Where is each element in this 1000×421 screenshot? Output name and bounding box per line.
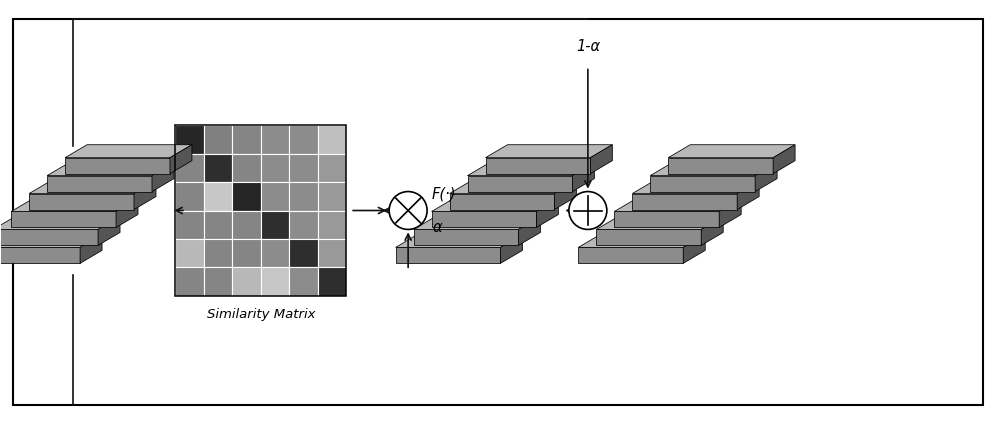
Polygon shape [0, 216, 120, 229]
Polygon shape [414, 229, 518, 245]
Bar [204, 210, 232, 239]
Polygon shape [11, 199, 138, 211]
Polygon shape [116, 199, 138, 227]
Bar [204, 125, 232, 154]
Bar [289, 182, 318, 210]
Bar [232, 154, 261, 182]
Bar [175, 210, 204, 239]
Polygon shape [0, 248, 80, 263]
Polygon shape [632, 194, 737, 210]
Bar [204, 239, 232, 267]
Polygon shape [554, 181, 576, 210]
Polygon shape [668, 158, 773, 173]
Polygon shape [98, 216, 120, 245]
Text: α: α [432, 220, 442, 235]
Polygon shape [650, 163, 777, 176]
Bar [232, 239, 261, 267]
Circle shape [389, 192, 427, 229]
Polygon shape [29, 194, 134, 210]
Polygon shape [0, 229, 98, 245]
Polygon shape [614, 211, 719, 227]
Polygon shape [152, 163, 174, 192]
Polygon shape [65, 145, 192, 158]
Polygon shape [719, 199, 741, 227]
Polygon shape [596, 216, 723, 229]
Polygon shape [80, 234, 102, 263]
Polygon shape [468, 176, 572, 192]
Bar [289, 267, 318, 296]
Bar [261, 125, 289, 154]
Polygon shape [468, 163, 594, 176]
Bar [261, 239, 289, 267]
Bar [261, 210, 289, 239]
Bar [204, 267, 232, 296]
Text: F(·): F(·) [432, 186, 457, 201]
Bar [318, 125, 346, 154]
Bar [261, 267, 289, 296]
Polygon shape [500, 234, 522, 263]
Bar [175, 125, 346, 296]
Bar [318, 267, 346, 296]
Bar [232, 210, 261, 239]
Polygon shape [572, 163, 594, 192]
Polygon shape [432, 211, 536, 227]
Polygon shape [396, 248, 500, 263]
Polygon shape [0, 234, 102, 248]
Circle shape [569, 192, 607, 229]
Polygon shape [65, 158, 170, 173]
Bar [318, 239, 346, 267]
Polygon shape [518, 216, 540, 245]
Polygon shape [486, 145, 612, 158]
Polygon shape [134, 181, 156, 210]
Polygon shape [47, 163, 174, 176]
Polygon shape [432, 199, 558, 211]
Bar [175, 154, 204, 182]
Bar [204, 154, 232, 182]
Bar [232, 267, 261, 296]
Polygon shape [29, 181, 156, 194]
Bar [232, 182, 261, 210]
Polygon shape [11, 211, 116, 227]
Polygon shape [590, 145, 612, 173]
Polygon shape [668, 145, 795, 158]
Polygon shape [596, 229, 701, 245]
Bar [289, 239, 318, 267]
Polygon shape [536, 199, 558, 227]
Bar [318, 210, 346, 239]
Bar [318, 154, 346, 182]
Polygon shape [683, 234, 705, 263]
Polygon shape [486, 158, 590, 173]
Polygon shape [170, 145, 192, 173]
Bar [175, 267, 204, 296]
Polygon shape [773, 145, 795, 173]
Bar [175, 125, 204, 154]
Polygon shape [578, 248, 683, 263]
Bar [261, 154, 289, 182]
Bar [175, 182, 204, 210]
Text: Similarity Matrix: Similarity Matrix [207, 308, 315, 321]
Bar [289, 154, 318, 182]
Bar [289, 125, 318, 154]
Polygon shape [650, 176, 755, 192]
Polygon shape [755, 163, 777, 192]
Bar [232, 125, 261, 154]
Bar [318, 182, 346, 210]
Bar [261, 182, 289, 210]
Polygon shape [396, 234, 522, 248]
Polygon shape [737, 181, 759, 210]
Polygon shape [450, 181, 576, 194]
Text: 1-α: 1-α [576, 39, 600, 54]
Polygon shape [614, 199, 741, 211]
Polygon shape [414, 216, 540, 229]
Polygon shape [450, 194, 554, 210]
Polygon shape [632, 181, 759, 194]
Bar [204, 182, 232, 210]
Polygon shape [578, 234, 705, 248]
Bar [289, 210, 318, 239]
Polygon shape [701, 216, 723, 245]
Bar [175, 239, 204, 267]
Polygon shape [47, 176, 152, 192]
